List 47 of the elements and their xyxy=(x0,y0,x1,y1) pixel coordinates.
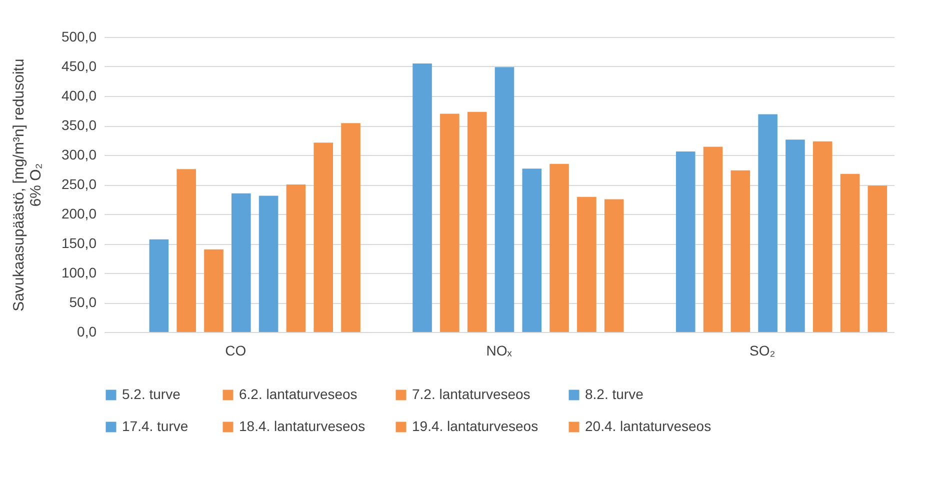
bar xyxy=(812,141,832,332)
bar xyxy=(258,196,278,332)
y-tick-label: 400,0 xyxy=(61,88,97,104)
bar xyxy=(550,164,569,332)
bar xyxy=(868,186,888,332)
bar xyxy=(703,146,723,332)
x-tick-label: NOₓ xyxy=(486,342,512,358)
legend-label: 19.4. lantaturveseos xyxy=(412,418,538,434)
legend-label: 20.4. lantaturveseos xyxy=(585,418,712,434)
bar xyxy=(840,174,860,332)
y-axis-title: Savukaasupäästö, [mg/m³n] redusoitu 6% O₂ xyxy=(10,58,44,312)
x-tick-label: SO₂ xyxy=(749,342,776,358)
bar xyxy=(176,169,196,332)
legend-label: 17.4. turve xyxy=(122,418,188,434)
y-tick-label: 100,0 xyxy=(61,264,97,280)
bar xyxy=(412,64,432,332)
y-tick-label: 0,0 xyxy=(77,324,97,340)
bar xyxy=(786,140,805,332)
bar xyxy=(314,142,333,332)
y-tick-label: 450,0 xyxy=(61,58,97,74)
y-tick-label: 250,0 xyxy=(61,176,97,192)
y-tick-label: 350,0 xyxy=(61,117,97,133)
bar xyxy=(730,170,750,332)
legend-label: 5.2. turve xyxy=(122,386,181,402)
y-tick-label: 50,0 xyxy=(69,294,97,310)
bar xyxy=(149,239,169,332)
bar xyxy=(467,112,487,332)
bar xyxy=(286,184,306,332)
bar xyxy=(440,114,460,332)
y-tick-label: 150,0 xyxy=(61,235,97,251)
bar xyxy=(204,249,224,332)
bar xyxy=(604,199,624,332)
bar xyxy=(577,196,596,332)
bar xyxy=(341,123,360,332)
bar xyxy=(232,193,251,332)
legend-label: 8.2. turve xyxy=(585,386,644,402)
legend-label: 18.4. lantaturveseos xyxy=(239,418,366,434)
y-tick-label: 200,0 xyxy=(61,206,97,222)
legend-label: 6.2. lantaturveseos xyxy=(239,386,358,402)
x-tick-label: CO xyxy=(225,342,246,358)
bar xyxy=(494,67,514,332)
y-tick-label: 300,0 xyxy=(61,146,97,162)
y-tick-label: 500,0 xyxy=(61,28,97,44)
bar xyxy=(676,151,696,332)
legend-label: 7.2. lantaturveseos xyxy=(412,386,530,402)
bar xyxy=(522,168,542,332)
bar xyxy=(758,114,778,332)
